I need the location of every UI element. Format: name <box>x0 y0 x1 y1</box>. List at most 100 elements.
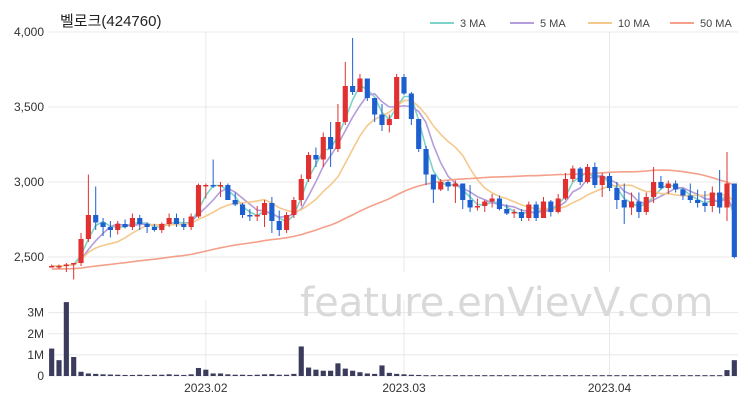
candle-body <box>680 189 686 196</box>
candle-body <box>518 212 525 218</box>
volume-bar <box>63 302 69 376</box>
candle-body <box>151 227 158 230</box>
candle-body <box>724 183 730 208</box>
price-tick-label: 2,500 <box>14 250 44 264</box>
volume-bar <box>254 374 260 376</box>
volume-bar <box>144 374 150 376</box>
legend-label: 10 MA <box>618 18 650 30</box>
volume-bar <box>247 374 253 376</box>
candle-body <box>372 98 378 115</box>
candle <box>188 213 194 230</box>
candle-body <box>276 221 282 230</box>
volume-bar <box>107 374 113 376</box>
candle-body <box>144 224 150 227</box>
volume-bar <box>518 375 525 377</box>
volume-bar <box>129 374 135 376</box>
candle <box>372 98 378 122</box>
volume-bar <box>188 374 194 376</box>
volume-tick-label: 0 <box>37 369 44 383</box>
candle-body <box>129 218 135 227</box>
candle-body <box>137 218 143 224</box>
moving-average-lines <box>51 84 736 270</box>
volume-bar <box>335 363 341 376</box>
candle <box>63 263 69 272</box>
volume-bar <box>320 370 326 376</box>
candle <box>731 183 737 259</box>
volume-bar <box>717 375 723 377</box>
candle <box>709 186 715 212</box>
candle-body <box>342 86 348 122</box>
candle <box>416 119 422 152</box>
volume-bar <box>452 375 458 377</box>
volume-bar <box>181 374 187 376</box>
volume-bar <box>357 372 363 376</box>
candle <box>269 197 275 233</box>
candle <box>71 263 77 280</box>
candle-body <box>731 183 737 257</box>
volume-bar <box>49 348 55 376</box>
candle <box>225 183 231 200</box>
candle <box>628 192 635 215</box>
chart-title: 벨로크(424760) <box>60 13 161 30</box>
volume-bar <box>210 373 216 376</box>
candle <box>540 197 547 218</box>
volume-bar <box>291 373 297 376</box>
volume-bar <box>276 374 282 376</box>
volume-bar <box>709 375 715 377</box>
candle-body <box>350 86 356 92</box>
candle-body <box>232 200 238 205</box>
candle <box>548 200 554 217</box>
volume-bar <box>423 375 429 377</box>
candle-body <box>386 119 392 125</box>
price-axis: 2,500 3,000 3,500 4,000 <box>14 25 44 264</box>
candle <box>621 183 627 224</box>
candle <box>518 209 525 221</box>
volume-bar <box>232 374 238 376</box>
candle-body <box>298 179 304 200</box>
volume-bar <box>533 375 539 377</box>
volume-bar <box>408 374 414 376</box>
candle <box>217 182 224 197</box>
candle <box>717 170 723 214</box>
candle-body <box>254 215 260 217</box>
candle <box>137 215 143 230</box>
volume-tick-label: 1M <box>27 348 44 362</box>
candle-body <box>93 215 99 223</box>
candle-body <box>217 185 224 187</box>
ma-line-3 <box>51 84 736 267</box>
candle <box>504 204 510 215</box>
volume-bar <box>401 374 407 376</box>
volume-bar <box>78 371 84 376</box>
candle-body <box>452 183 458 187</box>
price-tick-label: 3,000 <box>14 175 44 189</box>
volume-bar <box>166 374 172 376</box>
volume-bar <box>474 375 480 377</box>
candle-body <box>577 168 583 182</box>
volume-bar <box>394 373 400 376</box>
volume-bar <box>438 375 444 377</box>
candle-body <box>570 168 576 179</box>
candle <box>350 38 356 95</box>
candle-body <box>460 183 466 200</box>
volume-bar <box>217 373 224 376</box>
candle-body <box>643 197 649 212</box>
volume-bar <box>504 375 510 377</box>
candle <box>687 183 693 203</box>
candle-body <box>467 200 473 208</box>
volume-bar <box>313 369 319 376</box>
volume-bar <box>658 375 664 377</box>
volume-bar <box>269 374 275 376</box>
candle-body <box>335 122 341 149</box>
candle <box>665 180 671 194</box>
candle-body <box>709 192 715 206</box>
candle <box>181 218 187 230</box>
candle <box>239 203 246 218</box>
candle-body <box>555 198 561 212</box>
volume-bar <box>621 375 627 377</box>
candle <box>695 189 701 208</box>
candle-body <box>636 201 642 212</box>
volume-bar <box>606 375 613 377</box>
candle <box>658 176 664 190</box>
candle-body <box>599 176 605 185</box>
